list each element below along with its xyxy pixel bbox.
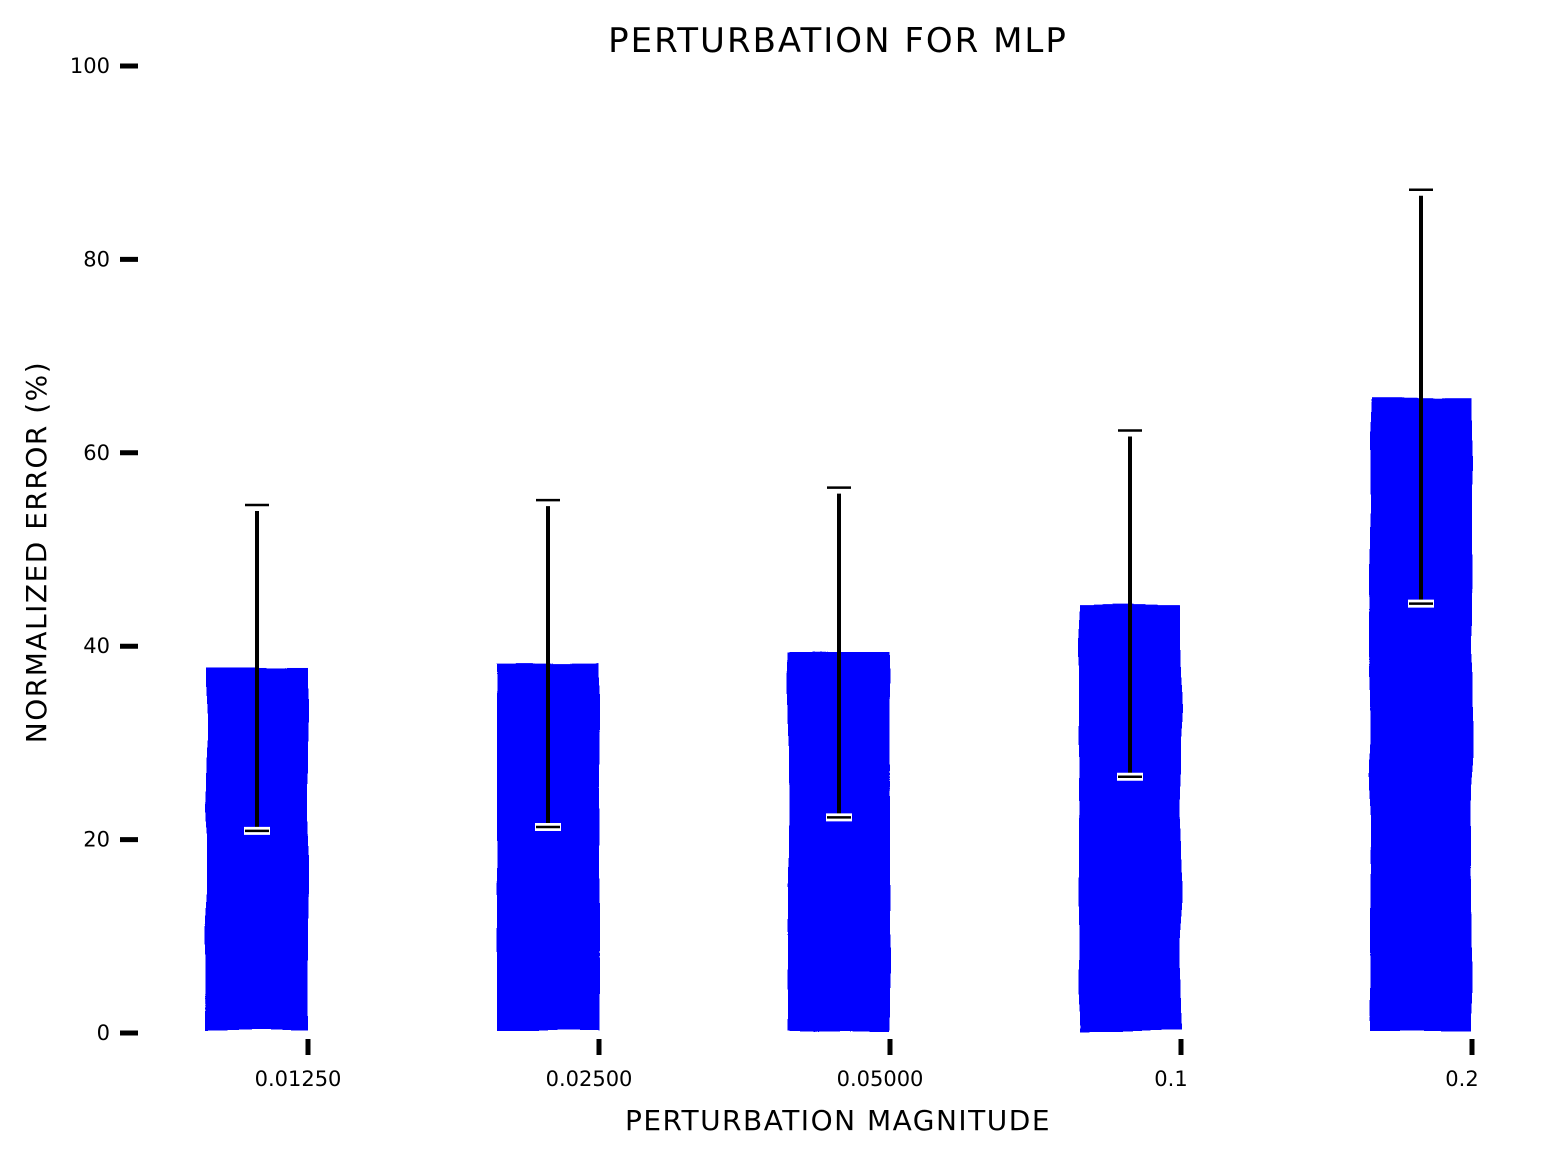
y-tick-label-3: 60 bbox=[83, 441, 110, 465]
x-tick-label-2: 0.05000 bbox=[837, 1067, 924, 1091]
error-bar-4 bbox=[1408, 188, 1434, 608]
x-tick-label-1: 0.02500 bbox=[546, 1067, 633, 1091]
chart-title: PERTURBATION FOR MLP bbox=[608, 21, 1068, 61]
error-bar-1 bbox=[535, 498, 561, 832]
x-tick-label-4: 0.2 bbox=[1445, 1067, 1478, 1091]
y-tick-label-4: 80 bbox=[83, 247, 110, 271]
error-bar-0 bbox=[244, 503, 270, 835]
y-tick-label-5: 100 bbox=[70, 54, 110, 78]
y-tick-label-1: 20 bbox=[83, 828, 110, 852]
y-ticks-group: 0 20 40 60 80 100 bbox=[70, 54, 138, 1045]
x-tick-label-0: 0.01250 bbox=[255, 1067, 342, 1091]
y-tick-label-2: 40 bbox=[83, 634, 110, 658]
y-axis-label: NORMALIZED ERROR (%) bbox=[20, 361, 53, 743]
error-bar-2 bbox=[826, 486, 852, 822]
error-bars-group bbox=[244, 188, 1434, 835]
x-tick-label-3: 0.1 bbox=[1154, 1067, 1187, 1091]
axes-group bbox=[138, 66, 1535, 1035]
x-axis-label: PERTURBATION MAGNITUDE bbox=[625, 1104, 1051, 1137]
y-tick-label-0: 0 bbox=[97, 1021, 110, 1045]
error-bar-3 bbox=[1117, 429, 1143, 781]
x-ticks-group: 0.01250 0.02500 0.05000 0.1 0.2 bbox=[255, 1039, 1479, 1091]
